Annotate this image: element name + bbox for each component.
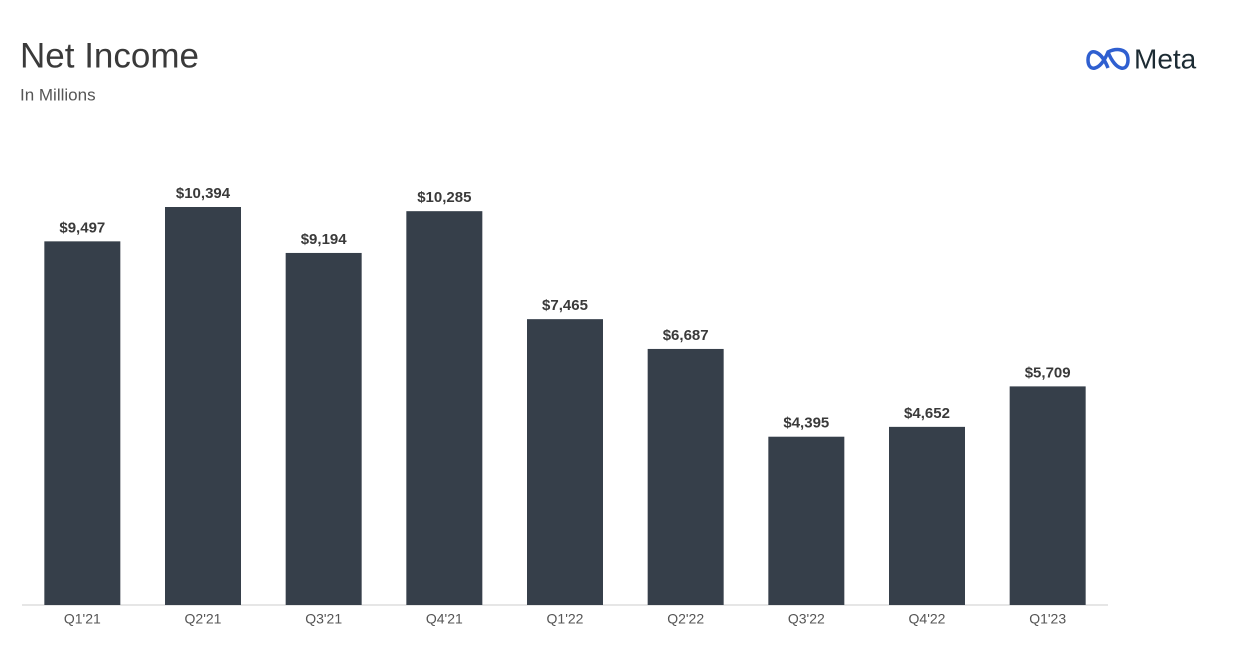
value-label: $10,394	[176, 185, 231, 202]
brand-name: Meta	[1134, 43, 1197, 74]
bar	[527, 319, 603, 605]
value-label: $9,497	[59, 219, 105, 236]
x-tick-label: Q4'22	[909, 611, 946, 627]
x-tick-label: Q1'23	[1029, 611, 1066, 627]
x-tick-label: Q3'22	[788, 611, 825, 627]
value-label: $10,285	[417, 189, 471, 206]
bar	[1009, 386, 1086, 605]
bar	[44, 241, 121, 605]
x-tick-label: Q2'21	[185, 611, 222, 627]
x-tick-label: Q1'22	[547, 611, 584, 627]
value-label: $7,465	[542, 297, 588, 314]
bar	[647, 348, 724, 605]
bar	[768, 436, 845, 605]
chart-title: Net Income	[20, 36, 199, 75]
value-label: $4,395	[783, 415, 829, 432]
x-tick-label: Q4'21	[426, 611, 463, 627]
bar	[165, 207, 241, 605]
logo-mark	[1086, 47, 1130, 70]
value-label: $5,709	[1025, 364, 1071, 381]
x-tick-label: Q2'22	[667, 611, 704, 627]
value-label: $6,687	[663, 327, 709, 344]
x-tick-label: Q1'21	[64, 611, 101, 627]
bar	[889, 426, 965, 605]
bar	[285, 252, 362, 605]
bar	[406, 211, 483, 605]
value-label: $4,652	[904, 405, 950, 422]
brand-logo: Meta	[1086, 43, 1197, 74]
x-tick-label: Q3'21	[305, 611, 342, 627]
value-label: $9,194	[301, 231, 348, 248]
chart-subtitle: In Millions	[20, 85, 96, 104]
